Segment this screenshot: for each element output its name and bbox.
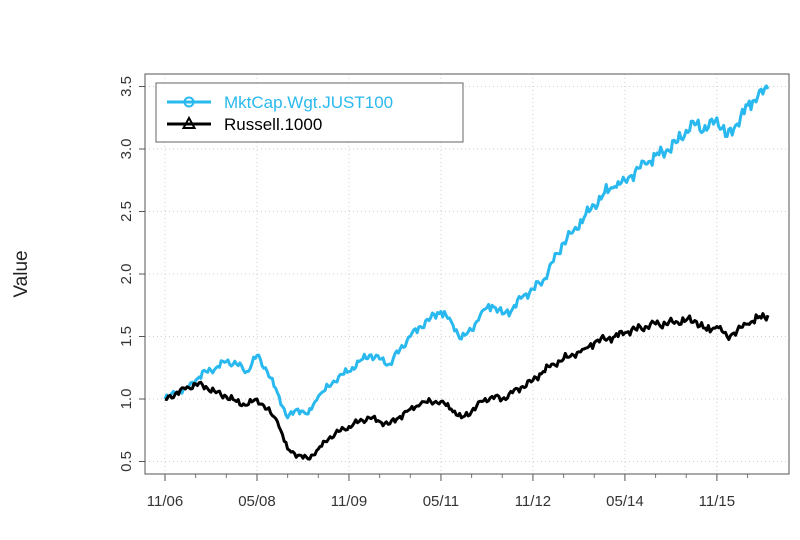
x-tick-label: 05/14 — [606, 493, 644, 510]
y-tick-label: 2.5 — [118, 201, 135, 222]
legend-label: MktCap.Wgt.JUST100 — [224, 93, 393, 112]
legend-marker-circle — [183, 96, 195, 108]
legend-label: Russell.1000 — [224, 115, 322, 134]
legend-marker-triangle — [181, 115, 197, 129]
x-tick-label: 11/15 — [699, 493, 735, 510]
y-tick-label: 1.5 — [118, 326, 135, 347]
series-line-1 — [164, 312, 770, 461]
x-tick-label: 11/12 — [515, 493, 551, 510]
legend-box — [155, 82, 464, 143]
y-tick-label: 3.0 — [118, 139, 135, 160]
x-tick-label: 11/09 — [331, 493, 367, 510]
series-line-0 — [163, 84, 770, 420]
x-tick-label: 11/06 — [147, 493, 183, 510]
grid — [145, 74, 789, 474]
y-axis-title: Value — [11, 250, 32, 297]
y-tick-label: 1.0 — [118, 389, 135, 410]
x-axis: 11/06 05/08 11/09 05/11 11/12 05/14 11/15 — [147, 473, 768, 510]
y-axis: 0.5 1.0 1.5 2.0 2.5 3.0 3.5 — [118, 76, 145, 472]
series-lines — [163, 84, 770, 461]
legend: MktCap.Wgt.JUST100 Russell.1000 — [155, 82, 464, 143]
y-tick-label: 3.5 — [118, 76, 135, 97]
y-tick-label: 0.5 — [118, 451, 135, 472]
y-tick-label: 2.0 — [118, 264, 135, 285]
x-tick-label: 05/08 — [238, 493, 276, 510]
x-tick-label: 05/11 — [423, 493, 459, 510]
